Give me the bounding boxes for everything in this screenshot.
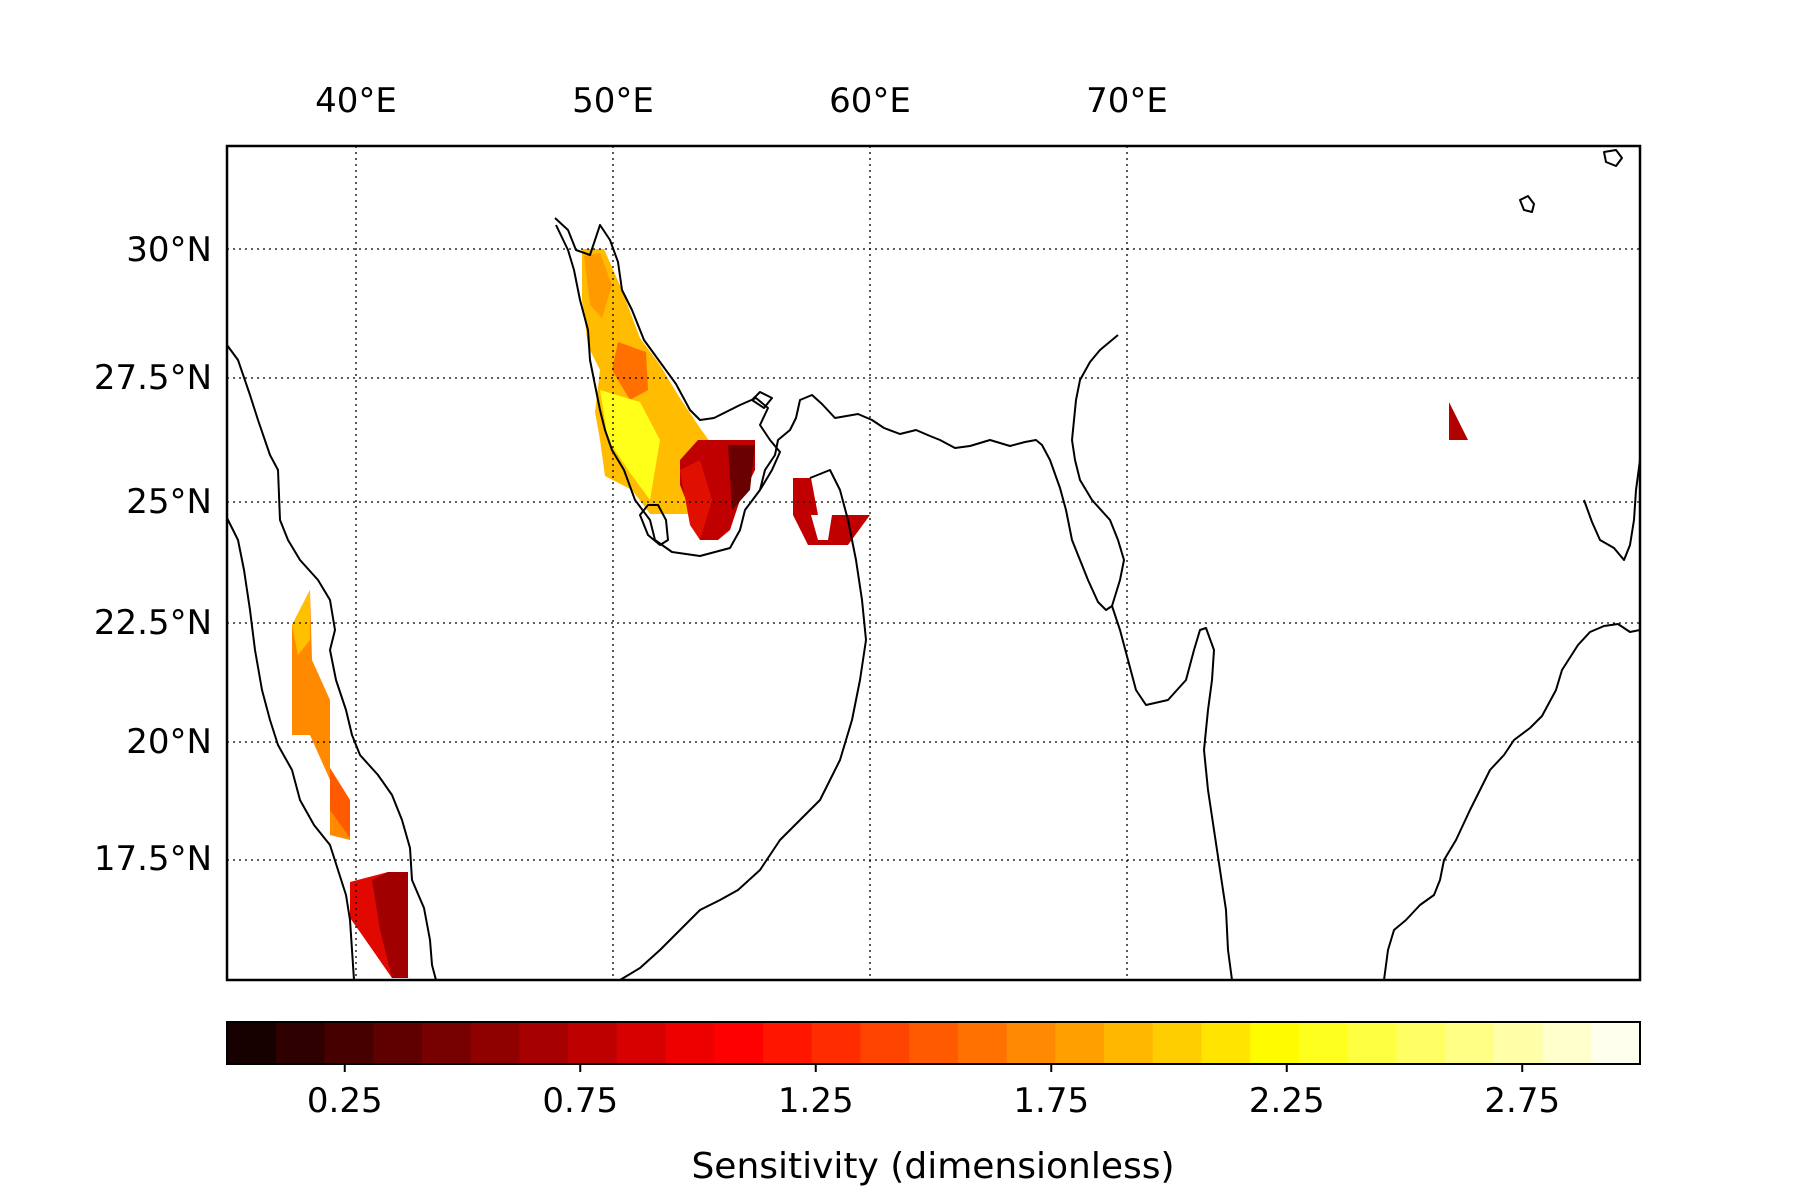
colorbar-tick-label: 2.25: [1249, 1081, 1325, 1121]
colorbar-segment: [762, 1022, 813, 1064]
colorbar-segment: [714, 1022, 764, 1064]
sensitivity-patch-gulf-core: [612, 342, 648, 400]
colorbar-segments: [227, 1022, 1641, 1064]
colorbar-segment: [519, 1022, 569, 1064]
map-frame: [225, 144, 1642, 982]
colorbar-segment: [1201, 1022, 1251, 1064]
colorbar-segment: [1104, 1022, 1154, 1064]
sensitivity-patch-redsea-north-orange: [330, 768, 350, 838]
sensitivity-patch-oman: [793, 478, 870, 545]
colorbar-tick-label: 0.25: [307, 1081, 383, 1121]
coastline-bay-of-bengal: [1583, 459, 1640, 561]
sensitivity-patch-north-india: [1449, 402, 1468, 440]
colorbar-segment: [860, 1022, 910, 1064]
colorbar-segment: [275, 1022, 326, 1064]
lon-label-70e: 70°E: [1086, 81, 1168, 121]
coastline-africa-redsea-west: [227, 344, 437, 980]
lat-label-17-5n: 17.5°N: [94, 839, 212, 879]
colorbar-tick-label: 1.25: [778, 1081, 854, 1121]
coastline-island-1: [1519, 195, 1535, 213]
coastline-bahrain: [751, 391, 773, 409]
colorbar-segment: [1347, 1022, 1397, 1064]
coastline-pakistan-india-west: [1071, 334, 1125, 607]
lat-label-27-5n: 27.5°N: [94, 358, 212, 398]
coastline-india-east: [1383, 623, 1640, 980]
colorbar-segment: [227, 1022, 277, 1064]
lat-label-25n: 25°N: [126, 482, 212, 522]
colorbar-segment: [470, 1022, 520, 1064]
coastline-india-west: [1111, 605, 1233, 980]
colorbar-segment: [1152, 1022, 1203, 1064]
colorbar-segment: [1445, 1022, 1495, 1064]
sensitivity-field: [292, 249, 1468, 978]
colorbar-label: Sensitivity (dimensionless): [691, 1146, 1174, 1187]
colorbar-segment: [373, 1022, 423, 1064]
coastlines: [227, 149, 1640, 980]
colorbar-segment: [1250, 1022, 1300, 1064]
colorbar-segment: [811, 1022, 862, 1064]
coastline-qatar: [639, 504, 669, 546]
colorbar-segment: [324, 1022, 374, 1064]
sensitivity-patch-kuwait-orange: [584, 253, 612, 318]
colorbar-segment: [1542, 1022, 1592, 1064]
colorbar-segment: [568, 1022, 618, 1064]
lon-labels: 40°E 50°E 60°E 70°E: [315, 81, 1168, 121]
coastline-uae-oman: [759, 394, 1113, 611]
colorbar: 0.25 0.75 1.25 1.75 2.25 2.75 Sensitivity (di…: [226, 1021, 1641, 1187]
map-area: [227, 146, 1640, 980]
colorbar-segment: [1298, 1022, 1349, 1064]
lat-label-22-5n: 22.5°N: [94, 603, 212, 643]
colorbar-segment: [1493, 1022, 1544, 1064]
colorbar-segment: [957, 1022, 1008, 1064]
coastline-africa-horn: [227, 517, 355, 980]
colorbar-segment: [1591, 1022, 1641, 1064]
colorbar-ticks: 0.25 0.75 1.25 1.75 2.25 2.75: [307, 1064, 1560, 1121]
colorbar-segment: [1006, 1022, 1056, 1064]
colorbar-segment: [1396, 1022, 1446, 1064]
colorbar-segment: [1055, 1022, 1105, 1064]
colorbar-segment: [616, 1022, 667, 1064]
colorbar-segment: [421, 1022, 472, 1064]
coastline-island-2: [1603, 149, 1623, 167]
lat-label-20n: 20°N: [126, 722, 212, 762]
sensitivity-patch-uae-mid: [680, 460, 712, 540]
graticule: [227, 146, 1640, 980]
lon-label-60e: 60°E: [829, 81, 911, 121]
sensitivity-patch-uae-dark: [728, 445, 755, 510]
sensitivity-patch-gulf-yellow: [600, 390, 660, 500]
lat-labels: 30°N 27.5°N 25°N 22.5°N 20°N 17.5°N: [94, 230, 212, 879]
colorbar-tick-label: 2.75: [1484, 1081, 1560, 1121]
map-background: [227, 146, 1640, 980]
lat-label-30n: 30°N: [126, 230, 212, 270]
sensitivity-patch-redsea-south-dark: [372, 872, 408, 978]
lon-label-40e: 40°E: [315, 81, 397, 121]
sensitivity-patch-oman-cut: [811, 515, 832, 540]
colorbar-tick-label: 0.75: [542, 1081, 618, 1121]
colorbar-tick-label: 1.75: [1013, 1081, 1089, 1121]
colorbar-segment: [665, 1022, 715, 1064]
lon-label-50e: 50°E: [572, 81, 654, 121]
coastline-oman-east: [619, 469, 867, 980]
coastline-arabia: [554, 217, 781, 557]
colorbar-segment: [909, 1022, 959, 1064]
colorbar-frame: [226, 1021, 1641, 1065]
